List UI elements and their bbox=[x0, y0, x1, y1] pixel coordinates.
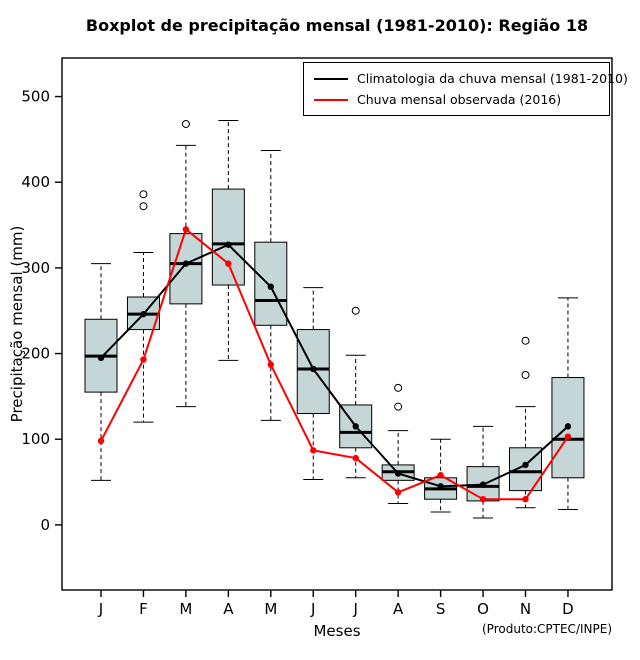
observed-point bbox=[564, 433, 572, 440]
legend-label-observed: Chuva mensal observada (2016) bbox=[357, 92, 562, 107]
x-tick-label: M bbox=[179, 600, 192, 618]
x-tick-label: F bbox=[139, 600, 148, 618]
y-tick-label: 0 bbox=[40, 516, 50, 534]
outlier-point bbox=[181, 119, 190, 128]
climatology-line bbox=[100, 243, 569, 488]
observed-point bbox=[437, 472, 444, 479]
y-tick-label: 300 bbox=[21, 259, 50, 277]
x-tick-label: A bbox=[393, 600, 404, 618]
x-tick-label: J bbox=[352, 600, 357, 618]
x-axis-label: Meses bbox=[313, 622, 361, 640]
product-footnote: (Produto:CPTEC/INPE) bbox=[482, 622, 612, 636]
observed-point bbox=[225, 260, 232, 267]
observed-point bbox=[479, 495, 487, 503]
x-tick-label: S bbox=[436, 600, 446, 618]
box bbox=[211, 188, 245, 286]
x-tick-label: N bbox=[520, 600, 531, 618]
legend-item-observed: Chuva mensal observada (2016) bbox=[314, 92, 599, 107]
y-tick-label: 400 bbox=[21, 173, 50, 191]
x-tick-label: M bbox=[264, 600, 277, 618]
climatology-point bbox=[97, 354, 105, 362]
chart-title: Boxplot de precipitação mensal (1981-201… bbox=[85, 16, 589, 35]
x-tick-label: J bbox=[310, 600, 315, 618]
climatology-point bbox=[437, 483, 444, 490]
legend-line-observed-icon bbox=[314, 98, 348, 101]
observed-point bbox=[182, 226, 190, 233]
legend-line-climatology-icon bbox=[314, 77, 348, 80]
x-tick-label: J bbox=[98, 600, 103, 618]
climatology-point bbox=[479, 481, 487, 488]
legend: Climatologia da chuva mensal (1981-2010)… bbox=[303, 62, 628, 116]
legend-item-climatology: Climatologia da chuva mensal (1981-2010) bbox=[314, 71, 628, 86]
observed-point bbox=[310, 447, 317, 454]
climatology-point bbox=[394, 470, 402, 477]
observed-point bbox=[97, 437, 105, 445]
outlier-point bbox=[394, 383, 403, 392]
climatology-point bbox=[352, 423, 359, 430]
x-tick-label: A bbox=[223, 600, 234, 618]
observed-point bbox=[140, 356, 147, 363]
observed-point bbox=[352, 454, 359, 462]
outlier-point bbox=[521, 336, 530, 345]
legend-label-climatology: Climatologia da chuva mensal (1981-2010) bbox=[357, 71, 628, 86]
climatology-point bbox=[564, 423, 572, 430]
outlier-point bbox=[351, 306, 360, 315]
observed-point bbox=[394, 489, 402, 496]
observed-line bbox=[100, 228, 569, 501]
x-tick-label: O bbox=[477, 600, 489, 618]
box bbox=[551, 377, 585, 479]
climatology-point bbox=[182, 260, 190, 267]
climatology-point bbox=[267, 283, 274, 290]
climatology-point bbox=[140, 310, 147, 318]
y-tick-label: 100 bbox=[21, 430, 50, 448]
y-tick-label: 500 bbox=[21, 88, 50, 106]
observed-point bbox=[522, 495, 529, 503]
outlier-point bbox=[521, 370, 530, 379]
observed-point bbox=[267, 361, 274, 368]
outlier-point bbox=[139, 202, 148, 211]
outlier-point bbox=[394, 402, 403, 411]
x-tick-label: D bbox=[562, 600, 574, 618]
climatology-point bbox=[310, 365, 317, 373]
outlier-point bbox=[139, 190, 148, 199]
climatology-point bbox=[522, 461, 529, 469]
plot-frame bbox=[61, 57, 613, 591]
y-tick-label: 200 bbox=[21, 345, 50, 363]
box bbox=[169, 233, 203, 305]
climatology-point bbox=[225, 241, 232, 248]
